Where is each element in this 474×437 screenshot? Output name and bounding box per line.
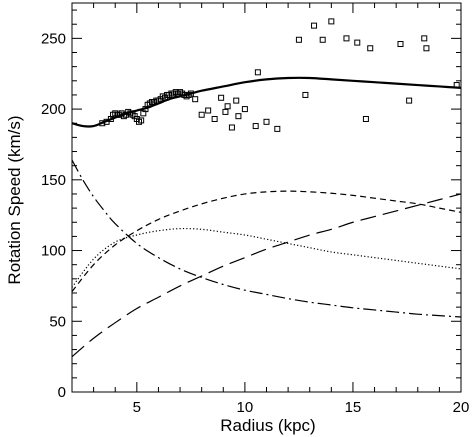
x-tick-label: 15	[345, 399, 362, 416]
data-point	[453, 82, 460, 89]
x-tick-label: 10	[237, 399, 254, 416]
data-point	[328, 18, 335, 25]
data-point	[198, 111, 205, 118]
y-tick-label: 50	[49, 313, 66, 330]
series-line-dotted	[71, 227, 462, 288]
data-point	[397, 41, 404, 48]
data-point	[343, 35, 350, 42]
data-point	[187, 90, 194, 97]
data-point	[367, 45, 374, 52]
data-point	[354, 39, 361, 46]
data-point	[211, 115, 218, 122]
data-point	[138, 117, 145, 124]
data-point	[252, 123, 259, 130]
data-point	[233, 97, 240, 104]
series-line-dash-dot	[71, 159, 462, 318]
data-point	[228, 124, 235, 131]
plot-area	[71, 18, 462, 358]
x-tick-label: 5	[133, 399, 141, 416]
axis-ticks	[71, 3, 462, 393]
data-point	[205, 107, 212, 114]
observed-data-points	[99, 18, 460, 132]
y-tick-label: 200	[41, 101, 66, 118]
data-point	[222, 108, 229, 115]
data-point	[406, 97, 413, 104]
data-point	[423, 45, 430, 52]
data-point	[421, 35, 428, 42]
data-point	[241, 106, 248, 113]
data-point	[362, 115, 369, 122]
data-point	[311, 22, 318, 29]
data-point	[319, 36, 326, 43]
y-axis-title: Rotation Speed (km/s)	[5, 115, 24, 284]
plot-frame	[71, 2, 462, 393]
data-point	[302, 91, 309, 98]
x-tick-label: 20	[453, 399, 470, 416]
y-tick-label: 150	[41, 172, 66, 189]
data-point	[192, 96, 199, 103]
data-point	[254, 69, 261, 76]
data-point	[99, 120, 106, 127]
data-point	[218, 94, 225, 101]
data-point	[235, 113, 242, 120]
series-line-long-dash	[71, 193, 462, 358]
data-point	[263, 118, 270, 125]
x-axis-title: Radius (kpc)	[220, 416, 315, 435]
data-point	[274, 125, 281, 132]
series-line-short-dash	[71, 190, 462, 292]
y-tick-label: 250	[41, 30, 66, 47]
y-tick-label: 0	[58, 384, 66, 401]
y-tick-label: 100	[41, 243, 66, 260]
data-point	[224, 103, 231, 110]
data-point	[295, 36, 302, 43]
